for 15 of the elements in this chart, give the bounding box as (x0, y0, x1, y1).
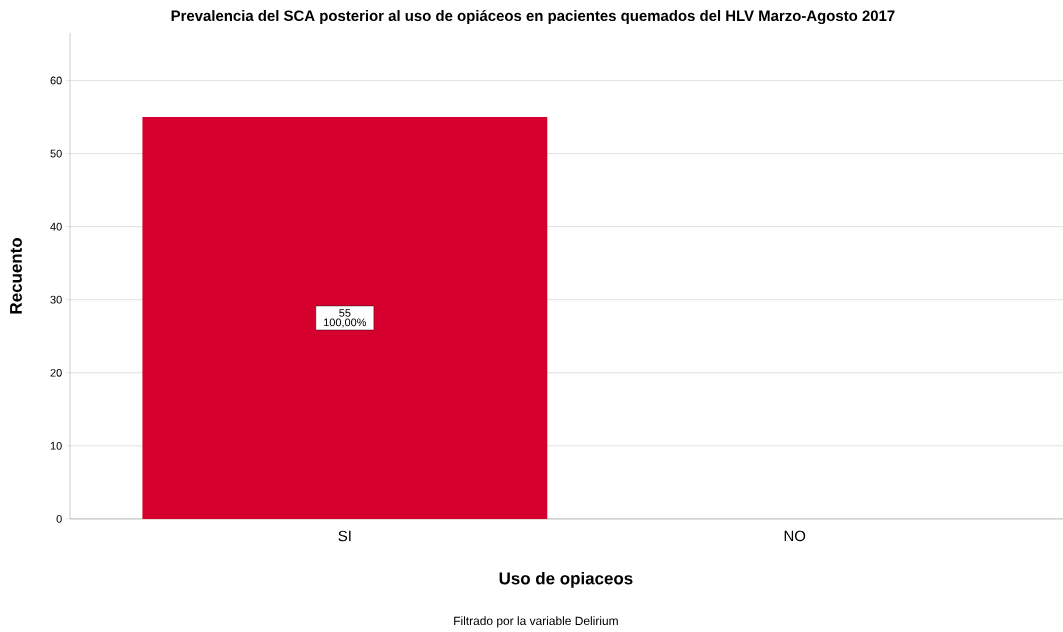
y-tick-label: 20 (50, 368, 62, 377)
annotation: 100,00% (324, 318, 367, 328)
y-tick-label: 30 (50, 295, 62, 304)
y-tick-label: 40 (50, 222, 62, 231)
text: Filtrado por la variable Delirium (454, 616, 618, 628)
y-tick-label: 60 (50, 76, 62, 85)
y-tick-label: 50 (50, 149, 62, 158)
data-label: 55 (339, 309, 351, 317)
y-axis-title: Recuento (10, 238, 22, 314)
y-tick-label: 0 (56, 515, 62, 523)
x-axis-title: Uso de opiaceos (499, 572, 633, 588)
chart-title: Prevalencia del SCA posterior al uso de opiáceos en pacientes quemados del HLV Marzo-Agosto 2017 (171, 10, 895, 25)
y-tick-label: 10 (50, 442, 62, 450)
x-tick-label: NO (784, 530, 806, 542)
x-tick-label: SI (338, 530, 351, 542)
